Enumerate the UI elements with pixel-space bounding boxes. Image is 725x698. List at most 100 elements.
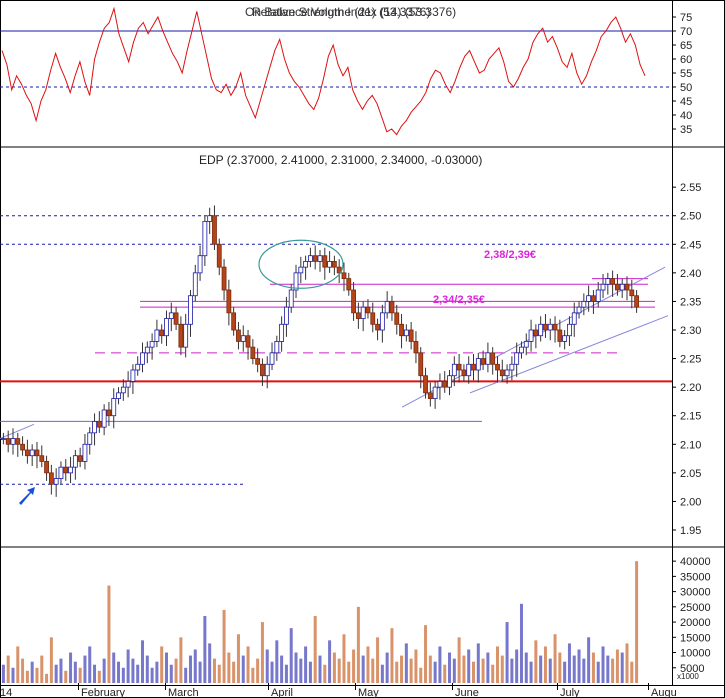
candle-body: [255, 358, 261, 365]
rsi-tick-label: 35: [680, 124, 692, 136]
rsi-line: [1, 6, 646, 136]
volume-bar: [11, 667, 15, 683]
volume-bar: [352, 649, 356, 683]
candle-body: [240, 335, 246, 342]
candle-body: [427, 392, 433, 399]
volume-bar: [164, 652, 168, 683]
volume-bar: [572, 655, 576, 683]
candle-body: [394, 312, 400, 325]
price-tick-label: 1.95: [680, 525, 701, 537]
candle-body: [298, 266, 304, 274]
price-tick-label: 2.30: [680, 325, 701, 337]
volume-bar: [203, 615, 207, 683]
volume-bar: [126, 649, 130, 683]
volume-bar: [102, 658, 106, 683]
candle-body: [384, 301, 390, 314]
x-tick-label: April: [271, 687, 293, 698]
volume-bar: [284, 664, 288, 683]
candle-body: [408, 329, 414, 342]
volume-bar: [558, 652, 562, 683]
volume-bar: [332, 652, 336, 683]
candle-body: [581, 301, 587, 308]
candle-body: [82, 443, 88, 462]
volume-bar: [299, 658, 303, 683]
candle-body: [634, 295, 640, 308]
volume-bar: [606, 655, 610, 683]
annotation-2-34-2-35: 2,34/2,35€: [433, 294, 485, 306]
volume-bar: [227, 652, 231, 683]
volume-bar: [414, 649, 418, 683]
candle-body: [15, 438, 21, 445]
rsi-tick-label: 75: [680, 12, 692, 24]
volume-bar: [21, 658, 25, 683]
volume-bar: [611, 658, 615, 683]
candle-body: [538, 323, 544, 337]
volume-bar: [155, 661, 159, 683]
price-tick-label: 2.45: [680, 239, 701, 251]
candle-body: [610, 278, 616, 285]
volume-bar: [601, 646, 605, 683]
candle-body: [591, 295, 596, 302]
candle-body: [168, 312, 174, 319]
volume-bar: [615, 649, 619, 683]
candle-body: [303, 261, 309, 268]
volume-bar: [347, 661, 351, 683]
volume-bar: [495, 646, 499, 683]
candle-body: [0, 438, 6, 440]
volume-tick-label: 20000: [680, 617, 711, 629]
candle-body: [403, 329, 409, 337]
volume-bar: [217, 664, 221, 683]
volume-bar: [184, 667, 188, 683]
candle-body: [514, 352, 520, 365]
candle-body: [68, 466, 73, 474]
volume-bar: [289, 628, 293, 683]
candle-body: [159, 329, 165, 337]
price-tick-label: 2.10: [680, 439, 701, 451]
candle-body: [130, 369, 136, 382]
candle-body: [274, 341, 280, 354]
volume-bar: [428, 655, 432, 683]
candle-body: [562, 335, 568, 342]
price-tick-label: 2.20: [680, 382, 701, 394]
candle-body: [77, 455, 83, 462]
volume-bar: [260, 622, 264, 683]
volume-bar: [515, 649, 519, 683]
candle-body: [48, 472, 54, 485]
volume-bar: [481, 658, 485, 683]
volume-bar: [121, 667, 125, 683]
volume-bar: [136, 664, 140, 683]
volume-bar: [380, 664, 384, 683]
volume-bar: [376, 637, 380, 683]
volume-tick-label: 15000: [680, 632, 711, 644]
candle-body: [231, 312, 237, 331]
volume-tick-label: 30000: [680, 587, 711, 599]
candle-body: [207, 215, 213, 222]
volume-bar: [577, 649, 581, 683]
candle-body: [351, 289, 356, 314]
candle-body: [250, 346, 256, 359]
candle-body: [499, 369, 505, 377]
candle-body: [456, 363, 462, 371]
candle-body: [442, 381, 448, 388]
candle-body: [355, 312, 361, 319]
rsi-tick-label: 40: [680, 110, 692, 122]
volume-bar: [409, 658, 413, 683]
volume-bar: [73, 661, 77, 683]
volume-bar: [582, 658, 586, 683]
candle-body: [116, 392, 121, 399]
volume-tick-label: 25000: [680, 602, 711, 614]
volume-bar: [64, 670, 68, 683]
candle-body: [188, 295, 193, 325]
x-tick-label: March: [168, 687, 199, 698]
volume-bar: [141, 640, 145, 683]
candle-body: [504, 369, 510, 377]
volume-bar: [49, 637, 53, 683]
price-tick-label: 2.55: [680, 182, 701, 194]
volume-bar: [505, 622, 509, 683]
candle-body: [58, 466, 64, 479]
volume-bar: [356, 606, 360, 683]
volume-bar: [390, 628, 394, 683]
candle-body: [197, 255, 203, 274]
candle-body: [346, 278, 352, 291]
candle-body: [269, 352, 275, 365]
